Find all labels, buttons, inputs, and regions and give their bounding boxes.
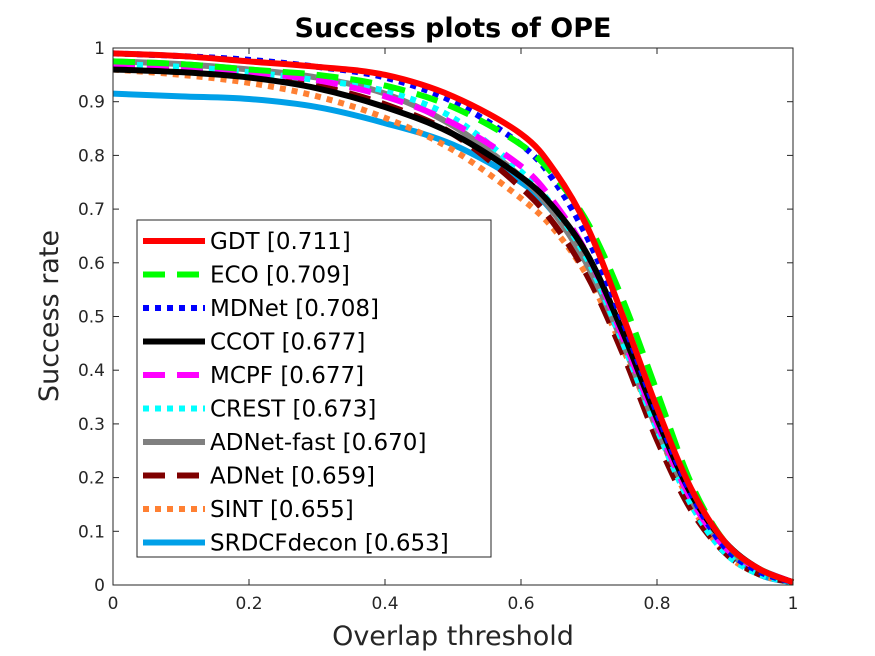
- legend-label: GDT [0.711]: [210, 229, 351, 255]
- legend-label: CCOT [0.677]: [210, 330, 365, 356]
- x-axis-label: Overlap threshold: [332, 621, 574, 652]
- y-tick-label: 0.6: [78, 254, 105, 274]
- axis-ticks: 0 0.2 0.4 0.6 0.8 1 0 0.1 0.2 0.3 0.4 0.5 0.6 0.7 0.8 0…: [78, 39, 798, 614]
- x-tick-label: 0.2: [235, 594, 262, 614]
- legend-label: ADNet [0.659]: [210, 464, 375, 490]
- y-tick-label: 0.3: [78, 415, 105, 435]
- y-tick-label: 0.1: [78, 522, 105, 542]
- x-tick-label: 0.4: [371, 594, 398, 614]
- legend-label: SRDCFdecon [0.653]: [210, 531, 449, 557]
- plot-frame: [112, 47, 794, 586]
- y-tick-label: 0: [94, 576, 105, 596]
- chart-title: Success plots of OPE: [295, 13, 612, 44]
- legend-label: CREST [0.673]: [210, 397, 376, 423]
- y-tick-label: 1: [94, 39, 105, 59]
- x-tick-label: 0.8: [643, 594, 670, 614]
- legend: GDT [0.711] ECO [0.709] MDNet [0.708] CCOT …: [136, 219, 492, 558]
- y-tick-label: 0.9: [78, 93, 105, 113]
- series-line-gdt: [112, 50, 795, 586]
- y-tick-label: 0.4: [78, 361, 105, 381]
- y-tick-label: 0.7: [78, 200, 105, 220]
- legend-label: MDNet [0.708]: [210, 296, 379, 322]
- y-tick-label: 0.5: [78, 308, 105, 328]
- legend-label: ADNet-fast [0.670]: [210, 430, 426, 456]
- y-tick-label: 0.8: [78, 146, 105, 166]
- legend-label: MCPF [0.677]: [210, 363, 364, 389]
- y-axis-label: Success rate: [34, 230, 65, 402]
- x-tick-label: 0.6: [507, 594, 534, 614]
- y-tick-label: 0.2: [78, 469, 105, 489]
- legend-label: SINT [0.655]: [210, 497, 354, 523]
- series-lines: [112, 50, 795, 586]
- series-line-eco: [112, 58, 795, 586]
- legend-label: ECO [0.709]: [210, 263, 350, 289]
- x-tick-label: 1: [788, 594, 799, 614]
- x-tick-label: 0: [108, 594, 119, 614]
